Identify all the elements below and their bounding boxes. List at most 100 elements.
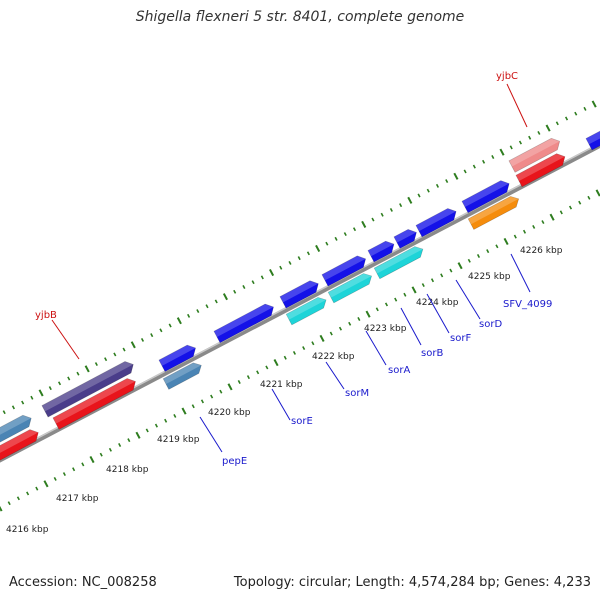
feature-g12[interactable] (461, 180, 510, 214)
feature-g10[interactable] (373, 246, 424, 280)
feature-f3[interactable] (515, 153, 566, 188)
tick-mark (288, 260, 292, 265)
feature-arrow[interactable] (515, 153, 566, 188)
tick-mark (260, 275, 264, 280)
feature-arrow[interactable] (0, 429, 39, 470)
scale-label: 4225 kbp (468, 272, 511, 282)
gene-label-sorm[interactable]: sorM (345, 388, 369, 399)
feature-arrow[interactable] (285, 297, 327, 326)
feature-shade (286, 297, 327, 320)
feature-g3[interactable] (213, 303, 274, 344)
leader-line (426, 293, 450, 334)
feature-arrow[interactable] (508, 137, 561, 173)
tick-mark (81, 462, 85, 467)
feature-g4[interactable] (279, 280, 319, 309)
feature-arrow[interactable] (467, 196, 520, 230)
feature-g11[interactable] (415, 208, 457, 238)
feature-arrow[interactable] (367, 240, 395, 263)
tick-mark (237, 380, 241, 384)
feature-arrow[interactable] (41, 361, 134, 418)
tick-mark (482, 159, 486, 164)
feature-arrow[interactable] (585, 127, 600, 151)
inner-tick-row (0, 189, 600, 512)
tick-mark (214, 299, 218, 304)
gene-label-sorf[interactable]: sorF (450, 333, 471, 344)
feature-shade (163, 362, 202, 385)
gene-label-sore[interactable]: sorE (291, 416, 313, 427)
scale-label: 4218 kbp (106, 465, 149, 475)
feature-arrow[interactable] (213, 303, 274, 344)
tick-mark (43, 480, 49, 488)
tick-mark (352, 227, 357, 232)
tick-mark (549, 213, 555, 221)
feature-arrow[interactable] (415, 208, 457, 238)
gene-label-pepe[interactable]: pepE (222, 456, 247, 467)
scale-label: 4216 kbp (6, 525, 49, 535)
tick-mark (334, 236, 338, 241)
feature-shade (393, 229, 417, 243)
feature-g2[interactable] (162, 362, 202, 390)
feature-g7[interactable] (327, 273, 372, 304)
gene-label-sfv-4099[interactable]: SFV_4099 (503, 299, 552, 310)
feature-arrow[interactable] (52, 378, 136, 430)
feature-arrow[interactable] (393, 229, 417, 249)
tick-mark (445, 179, 449, 184)
tick-mark (273, 359, 279, 367)
tick-mark (311, 341, 315, 346)
tick-mark (578, 200, 582, 205)
tick-mark (135, 431, 141, 439)
feature-layer[interactable] (0, 127, 600, 469)
feature-arrow[interactable] (279, 280, 319, 309)
tick-mark (545, 124, 551, 132)
feature-f1[interactable] (41, 361, 134, 418)
feature-g5[interactable] (285, 297, 327, 326)
tick-mark (472, 164, 476, 169)
tick-mark (463, 169, 467, 174)
leader-line (271, 388, 291, 421)
tick-mark (200, 399, 204, 404)
gene-label-sorb[interactable]: sorB (421, 348, 443, 359)
tick-mark (53, 476, 57, 481)
feature-f5[interactable] (52, 378, 136, 430)
outer-tick-row (2, 100, 597, 415)
feature-arrow[interactable] (158, 344, 196, 372)
tick-mark (568, 205, 573, 210)
gene-label-yjbc[interactable]: yjbC (496, 71, 518, 82)
feature-arrow[interactable] (461, 180, 510, 214)
feature-shade (41, 361, 134, 412)
feature-shade (515, 153, 565, 181)
tick-mark (94, 362, 98, 367)
feature-arrow[interactable] (373, 246, 424, 280)
tick-mark (495, 244, 499, 249)
feature-f6[interactable] (0, 429, 39, 470)
feature-shade (279, 280, 319, 303)
tick-mark (233, 289, 237, 294)
tick-mark (440, 273, 444, 278)
tick-mark (256, 370, 260, 375)
tick-mark (319, 334, 325, 342)
feature-g9[interactable] (393, 229, 417, 249)
feature-g8[interactable] (367, 240, 395, 263)
feature-g1[interactable] (158, 344, 196, 372)
feature-f4[interactable] (0, 414, 32, 451)
feature-g13[interactable] (467, 196, 520, 230)
tick-mark (361, 220, 367, 228)
feature-g6[interactable] (321, 255, 366, 287)
tick-mark (72, 467, 76, 472)
tick-mark (76, 371, 80, 376)
gene-label-sord[interactable]: sorD (479, 319, 502, 330)
tick-mark (104, 357, 108, 362)
feature-shade (0, 415, 32, 435)
tick-mark (246, 375, 250, 380)
feature-f7[interactable] (585, 127, 600, 151)
tick-mark (403, 292, 407, 297)
feature-arrow[interactable] (162, 362, 202, 390)
tick-mark (559, 210, 563, 215)
feature-f2[interactable] (508, 137, 561, 173)
feature-arrow[interactable] (327, 273, 372, 304)
tick-mark (476, 254, 481, 258)
feature-arrow[interactable] (0, 414, 32, 451)
gene-label-sora[interactable]: sorA (388, 365, 410, 376)
feature-arrow[interactable] (321, 255, 366, 287)
gene-label-yjbb[interactable]: yjbB (35, 310, 57, 321)
